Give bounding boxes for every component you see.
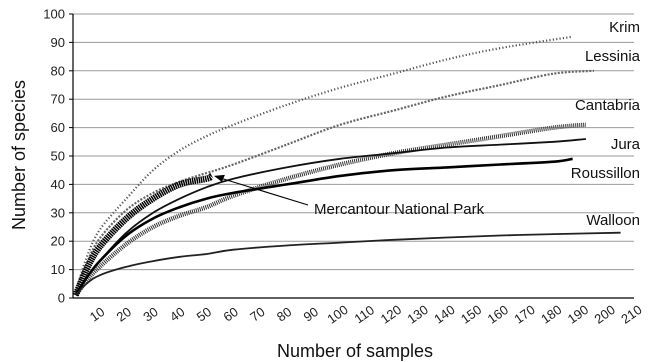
x-tick-label: 110	[351, 302, 377, 326]
y-tick-label: 30	[51, 205, 65, 220]
y-tick-label: 80	[51, 63, 65, 78]
series-line-lessinia	[74, 69, 594, 293]
x-tick-label: 180	[538, 302, 564, 327]
y-tick-label: 60	[51, 120, 65, 135]
x-tick-labels: 10 20 30 40 50 60 70 80 90 100 110 120 130 140 150 160 1…	[87, 302, 645, 327]
annotation-arrow-head	[213, 174, 225, 182]
x-tick-label: 40	[167, 304, 187, 325]
annotation-label: Mercantour National Park	[314, 201, 485, 218]
series-label-lessinia: Lessinia	[585, 48, 641, 65]
series-line-cantabria	[73, 122, 587, 297]
x-tick-label: 170	[511, 302, 537, 327]
y-tick-label: 40	[51, 177, 65, 192]
y-tick-label: 50	[51, 149, 65, 164]
x-tick-label: 150	[458, 302, 484, 327]
x-tick-label: 100	[324, 302, 350, 327]
x-tick-label: 50	[194, 304, 214, 325]
axes	[69, 13, 634, 299]
x-axis-title: Number of samples	[277, 341, 433, 361]
x-tick-label: 90	[301, 304, 321, 325]
series-label-cantabria: Cantabria	[575, 97, 641, 114]
series-line-mercantour-national-park	[72, 173, 215, 297]
x-tick-label: 210	[618, 302, 644, 327]
series-line-roussillon	[74, 157, 573, 296]
x-tick-label: 70	[247, 304, 267, 325]
annotation-arrow-line	[219, 177, 309, 206]
series-lines	[72, 35, 621, 297]
y-tick-labels: 0 10 20 30 40 50 60 70 80 90 100	[43, 7, 65, 306]
y-tick-label: 70	[51, 92, 65, 107]
y-tick-label: 10	[51, 262, 65, 277]
y-tick-label: 0	[58, 291, 65, 306]
series-line-krim	[74, 35, 573, 293]
series-labels: Krim Lessinia Cantabria Jura Roussillon Wallo…	[571, 19, 641, 229]
x-tick-label: 10	[87, 304, 107, 325]
x-tick-label: 20	[114, 304, 134, 325]
x-tick-label: 130	[405, 302, 431, 327]
series-label-jura: Jura	[611, 136, 641, 153]
series-label-roussillon: Roussillon	[571, 165, 640, 182]
y-axis-title: Number of species	[9, 80, 29, 230]
series-label-walloon: Walloon	[586, 212, 640, 229]
series-label-krim: Krim	[609, 19, 640, 36]
y-tick-label: 100	[43, 7, 65, 22]
x-tick-label: 200	[592, 302, 618, 327]
x-tick-label: 30	[140, 304, 160, 325]
x-tick-label: 80	[274, 304, 294, 325]
x-tick-label: 60	[220, 304, 240, 325]
y-tick-label: 20	[51, 234, 65, 249]
y-tick-label: 90	[51, 35, 65, 50]
series-line-walloon	[75, 231, 621, 296]
x-tick-label: 120	[378, 302, 404, 327]
x-tick-label: 140	[431, 302, 457, 327]
x-tick-label: 160	[485, 302, 511, 327]
annotation: Mercantour National Park	[213, 174, 485, 218]
x-tick-label: 190	[565, 302, 591, 327]
